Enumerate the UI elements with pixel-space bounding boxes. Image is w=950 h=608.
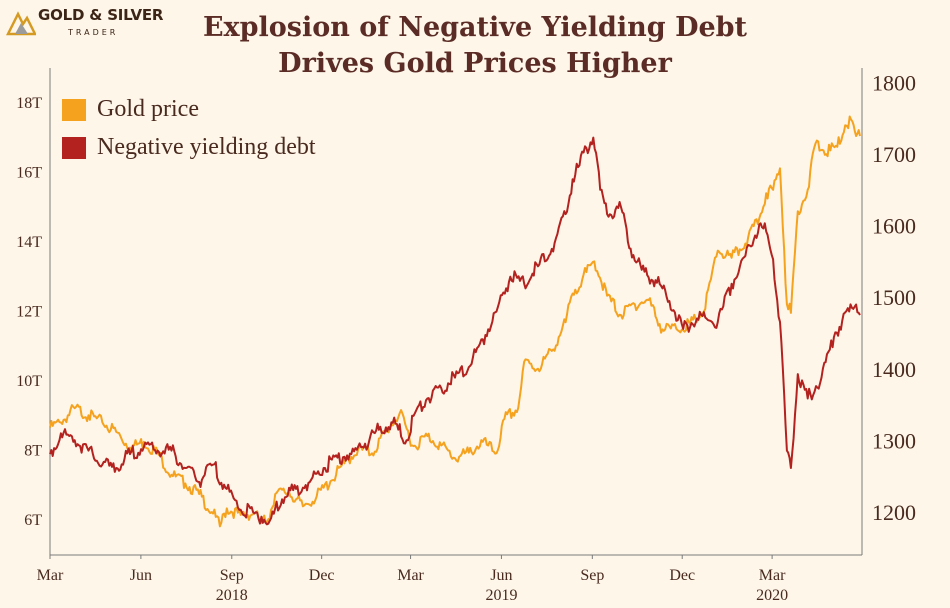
chart-title-line-1: Explosion of Negative Yielding Debt: [202, 12, 748, 43]
brand-logo: GOLD & SILVER TRADER: [6, 4, 166, 46]
year-label: 2020: [756, 587, 788, 604]
left-tick-label: 12T: [16, 304, 42, 321]
left-tick-label: 14T: [16, 234, 42, 251]
left-tick-label: 8T: [24, 443, 42, 460]
chart-title-line-2: Drives Gold Prices Higher: [278, 48, 672, 79]
x-tick-label: Sep: [220, 567, 244, 584]
legend-label-debt: Negative yielding debt: [97, 134, 316, 160]
right-tick-label: 1600: [872, 214, 916, 239]
brand-name: GOLD & SILVER: [38, 6, 164, 24]
left-tick-label: 6T: [24, 512, 42, 529]
right-tick-label: 1500: [872, 285, 916, 310]
x-tick-label: Sep: [580, 567, 604, 584]
x-tick-label: Mar: [397, 567, 424, 584]
x-tick-label: Dec: [309, 567, 335, 584]
right-tick-label: 1800: [872, 70, 916, 95]
tick-labels: 6T 8T 10T 12T 14T 16T 18T 1200 1300 1400 1500 1600 1…: [16, 70, 916, 604]
right-tick-label: 1300: [872, 428, 916, 453]
chart-axes: [49, 68, 863, 559]
right-tick-label: 1400: [872, 357, 916, 382]
right-tick-label: 1700: [872, 142, 916, 167]
chart-series: [49, 115, 861, 528]
x-tick-label: Jun: [130, 567, 152, 584]
x-tick-label: Jun: [490, 567, 512, 584]
brand-tagline: TRADER: [68, 28, 119, 37]
left-tick-label: 16T: [16, 164, 42, 181]
chart-title: Explosion of Negative Yielding Debt Driv…: [150, 10, 800, 82]
right-tick-label: 1200: [872, 500, 916, 525]
year-label: 2018: [216, 587, 248, 604]
negative-debt-line: [49, 136, 861, 526]
legend-label-gold: Gold price: [97, 96, 199, 122]
mountain-logo-icon: [6, 11, 36, 36]
left-tick-label: 18T: [16, 95, 42, 112]
legend-swatch-debt: [62, 137, 86, 159]
x-tick-label: Dec: [669, 567, 695, 584]
x-tick-label: Mar: [37, 567, 64, 584]
gold-price-line: [49, 115, 861, 528]
left-tick-label: 10T: [16, 373, 42, 390]
legend-swatch-gold: [62, 99, 86, 121]
year-label: 2019: [485, 587, 517, 604]
x-tick-label: Mar: [759, 567, 786, 584]
